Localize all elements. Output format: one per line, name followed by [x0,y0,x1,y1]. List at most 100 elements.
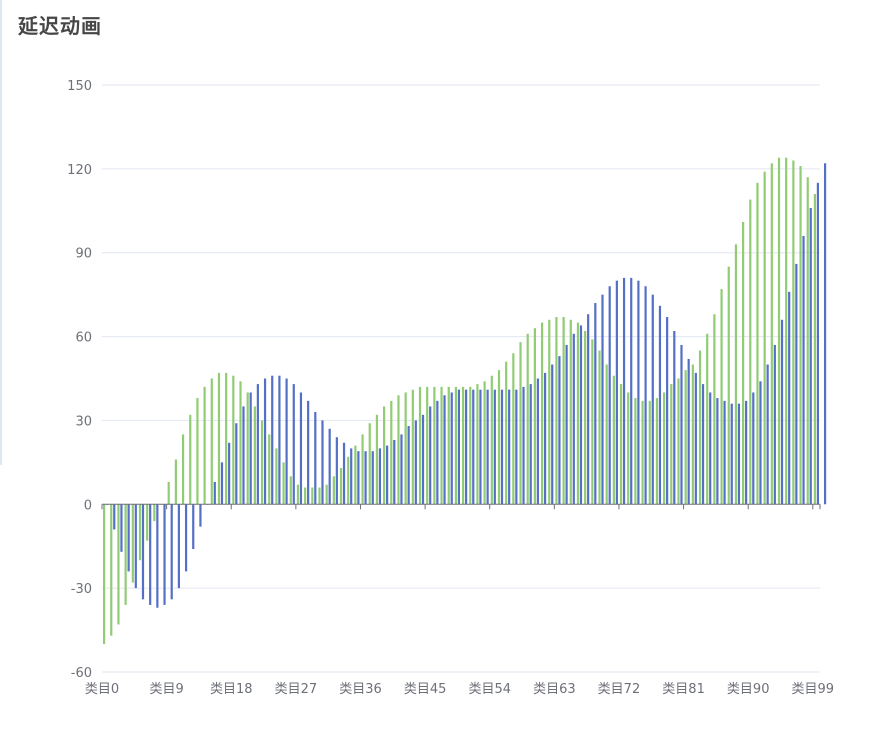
bar-series-1 [584,330,587,505]
bar-series-1 [670,384,673,505]
bar-series-1 [390,400,393,505]
bar-series-2 [292,384,295,505]
bar-series-1 [461,386,465,505]
bar-series-2 [737,403,741,505]
bar-series-1 [483,381,486,505]
bar-series-1 [641,400,644,505]
bar-series-1 [347,456,350,505]
bar-series-1 [246,392,249,505]
bar-series-2 [400,434,403,505]
bar-series-1 [124,504,127,605]
bar-series-2 [673,330,676,505]
bar-series-2 [572,333,575,505]
bar-series-2 [745,400,748,505]
bar-series-2 [278,375,281,505]
bar-series-1 [203,386,206,505]
bar-series-1 [770,163,773,505]
bar-series-2 [127,504,130,572]
bar-series-1 [713,314,716,505]
bar-series-1 [562,317,565,505]
bar-series-2 [543,372,547,505]
bar-series-2 [421,414,425,505]
bar-series-1 [749,199,752,505]
bar-series-1 [189,414,192,505]
bar-series-1 [311,487,314,505]
bar-series-1 [433,386,436,505]
y-tick-label: -30 [71,582,92,597]
bar-series-2 [249,392,252,505]
bar-series-1 [289,476,292,505]
bar-series-2 [472,389,475,505]
bar-series-1 [706,333,709,505]
bar-series-1 [505,361,508,505]
bar-series-1 [397,395,400,505]
bar-series-2 [235,423,238,505]
bar-series-1 [612,375,615,505]
bar-series-2 [393,440,396,505]
x-tick-label: 类目18 [210,682,253,697]
x-tick-label: 类目36 [339,682,382,697]
bar-series-2 [558,356,561,505]
bar-series-2 [752,392,755,505]
bar-series-1 [102,504,106,645]
x-tick-label: 类目9 [149,682,183,697]
x-tick-label: 类目54 [468,682,511,697]
bar-series-1 [325,484,328,505]
bar-series-2 [242,406,245,505]
bar-series-1 [260,420,264,505]
bar-series-1 [540,322,544,505]
bar-series-2 [630,277,633,505]
bar-series-2 [386,445,389,505]
bar-series-1 [304,487,307,505]
bar-series-1 [490,375,493,505]
chart-title: 延迟动画 [18,14,102,38]
bar-series-2 [314,412,317,505]
bar-series-2 [536,378,539,505]
bar-series-2 [601,294,604,505]
bar-series-1 [792,160,795,505]
y-tick-label: 60 [75,331,92,346]
bar-series-1 [806,177,809,505]
bar-series-2 [450,392,453,505]
bar-series-2 [213,481,216,505]
bar-series-2 [716,398,719,505]
bar-series-1 [174,459,177,505]
bar-series-1 [404,392,407,505]
y-tick-label: 150 [67,79,92,94]
bar-series-1 [318,487,321,505]
bar-series-2 [780,319,784,505]
bar-series-2 [723,400,726,505]
bar-series-2 [163,504,166,605]
bar-series-1 [138,504,142,561]
bar-series-1 [210,378,213,505]
bar-series-2 [256,384,259,505]
bar-series-2 [587,314,590,505]
bar-series-1 [332,476,335,505]
bar-series-2 [709,392,712,505]
bar-series-1 [677,378,680,505]
bar-series-2 [644,286,647,505]
bar-series-1 [196,398,199,505]
bar-series-1 [426,386,429,505]
bar-series-2 [457,389,461,505]
bar-series-2 [615,280,618,505]
x-tick-label: 类目63 [533,682,576,697]
bar-series-1 [447,386,450,505]
bar-series-2 [170,504,173,600]
bar-series-1 [361,434,364,505]
bar-series-2 [134,504,137,589]
bar-series-1 [533,328,536,505]
x-tick-label: 类目45 [404,682,447,697]
bar-series-2 [773,344,776,505]
bar-series-2 [141,504,145,600]
bar-series-2 [687,358,690,505]
bar-series-2 [766,364,769,505]
bar-series-2 [429,406,432,505]
bar-series-1 [411,389,414,505]
bar-series-1 [785,157,788,505]
bar-series-2 [515,389,518,505]
bar-series-1 [663,392,666,505]
bar-series-2 [565,344,568,505]
y-tick-label: -60 [71,666,92,681]
